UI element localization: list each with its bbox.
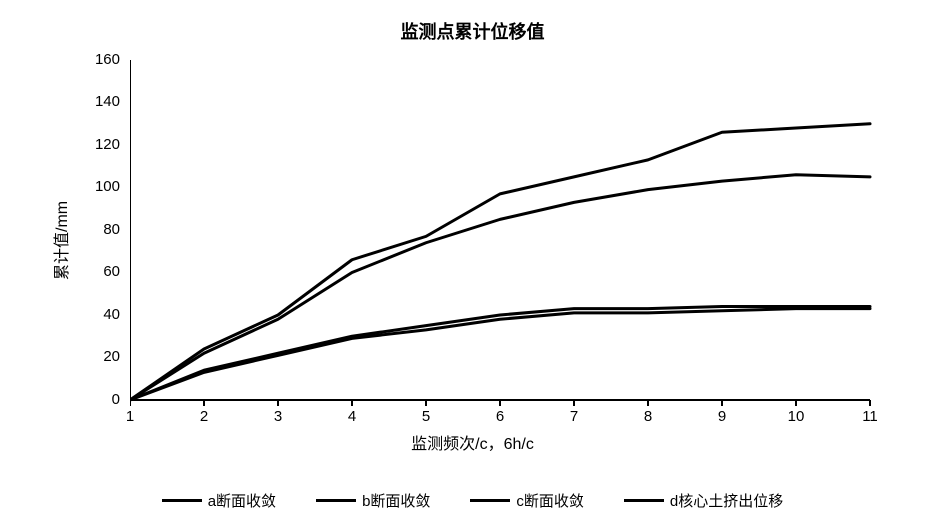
x-tick-label: 8 <box>628 408 668 425</box>
x-tick-label: 1 <box>110 408 150 425</box>
legend-item: c断面收敛 <box>470 490 584 511</box>
legend-item: b断面收敛 <box>316 490 430 511</box>
y-tick-label: 160 <box>80 51 120 68</box>
legend-swatch <box>162 499 202 502</box>
y-axis-label: 累计值/mm <box>48 201 72 280</box>
x-axis-label: 监测频次/c，6h/c <box>0 430 945 454</box>
x-tick-label: 2 <box>184 408 224 425</box>
legend-label: a断面收敛 <box>208 490 276 511</box>
legend-label: d核心土挤出位移 <box>670 490 783 511</box>
legend-item: a断面收敛 <box>162 490 276 511</box>
chart-legend: a断面收敛 b断面收敛 c断面收敛 d核心土挤出位移 <box>0 490 945 511</box>
y-tick-label: 0 <box>80 391 120 408</box>
x-tick-label: 7 <box>554 408 594 425</box>
x-tick-label: 5 <box>406 408 446 425</box>
x-tick-label: 9 <box>702 408 742 425</box>
legend-swatch <box>316 499 356 502</box>
chart-container: 监测点累计位移值 累计值/mm 0 20 40 60 80 100 120 140 160 1 2… <box>0 0 945 528</box>
chart-title: 监测点累计位移值 <box>0 18 945 44</box>
y-tick-label: 20 <box>80 348 120 365</box>
chart-plot <box>130 60 890 420</box>
legend-swatch <box>624 499 664 502</box>
x-tick-label: 6 <box>480 408 520 425</box>
legend-label: b断面收敛 <box>362 490 430 511</box>
y-tick-label: 140 <box>80 93 120 110</box>
x-tick-label: 11 <box>850 408 890 425</box>
y-tick-label: 60 <box>80 263 120 280</box>
y-tick-label: 120 <box>80 136 120 153</box>
x-tick-label: 3 <box>258 408 298 425</box>
y-tick-label: 100 <box>80 178 120 195</box>
x-tick-label: 10 <box>776 408 816 425</box>
y-tick-label: 40 <box>80 306 120 323</box>
y-tick-label: 80 <box>80 221 120 238</box>
legend-label: c断面收敛 <box>516 490 584 511</box>
legend-item: d核心土挤出位移 <box>624 490 783 511</box>
x-tick-label: 4 <box>332 408 372 425</box>
legend-swatch <box>470 499 510 502</box>
